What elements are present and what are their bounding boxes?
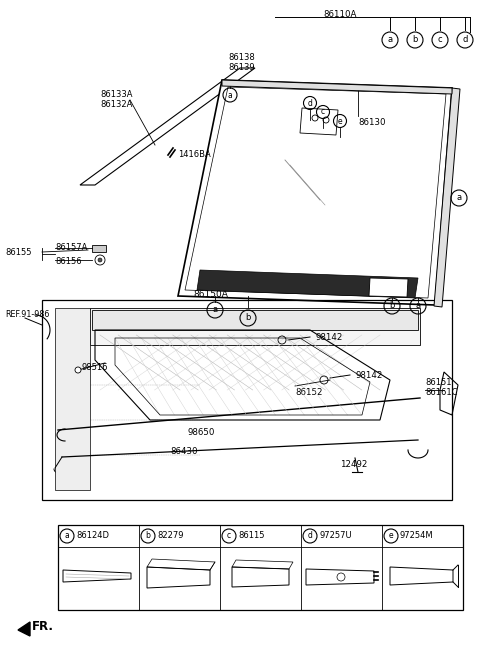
Text: c: c <box>321 108 325 117</box>
Text: 86161C: 86161C <box>425 388 457 397</box>
Text: 98142: 98142 <box>355 371 383 380</box>
Circle shape <box>75 367 81 373</box>
Text: b: b <box>389 301 395 310</box>
Text: 98650: 98650 <box>188 428 216 437</box>
Text: 86152: 86152 <box>295 388 323 397</box>
Text: REF.91-986: REF.91-986 <box>5 310 49 319</box>
Text: 86150A: 86150A <box>193 290 228 299</box>
Text: 86110A: 86110A <box>324 10 357 19</box>
Text: 97257U: 97257U <box>319 531 352 540</box>
Text: c: c <box>227 531 231 541</box>
Text: a: a <box>213 306 217 314</box>
Text: c: c <box>438 35 442 44</box>
Text: 98516: 98516 <box>82 363 108 372</box>
Text: 86132A: 86132A <box>100 100 132 109</box>
Text: b: b <box>412 35 418 44</box>
Text: 86115: 86115 <box>238 531 264 540</box>
Text: d: d <box>308 98 312 108</box>
Text: 98142: 98142 <box>315 333 342 342</box>
Text: e: e <box>389 531 393 541</box>
Text: 86138: 86138 <box>228 53 255 62</box>
Text: 86130: 86130 <box>358 118 385 127</box>
Polygon shape <box>92 310 418 330</box>
Text: 82279: 82279 <box>157 531 183 540</box>
Polygon shape <box>197 270 418 298</box>
Text: a: a <box>456 194 462 203</box>
Circle shape <box>95 255 105 265</box>
Text: a: a <box>65 531 70 541</box>
Text: FR.: FR. <box>32 621 54 634</box>
Polygon shape <box>434 88 460 307</box>
FancyBboxPatch shape <box>92 245 106 252</box>
Text: 86156: 86156 <box>55 257 82 266</box>
Text: 86151: 86151 <box>425 378 452 387</box>
Text: 86157A: 86157A <box>55 243 87 252</box>
Text: a: a <box>415 301 420 310</box>
Polygon shape <box>369 278 408 297</box>
Text: 1416BA: 1416BA <box>178 150 211 159</box>
Text: a: a <box>228 91 232 100</box>
Polygon shape <box>90 308 420 345</box>
Polygon shape <box>18 622 30 636</box>
Polygon shape <box>222 80 452 94</box>
Polygon shape <box>55 308 90 490</box>
Circle shape <box>98 258 102 262</box>
Text: 97254M: 97254M <box>400 531 433 540</box>
Text: a: a <box>387 35 393 44</box>
Polygon shape <box>178 80 452 305</box>
Text: 86430: 86430 <box>170 447 197 456</box>
Text: e: e <box>338 117 342 125</box>
Text: 86124D: 86124D <box>76 531 109 540</box>
Text: 86155: 86155 <box>5 248 32 257</box>
Text: b: b <box>145 531 150 541</box>
Text: d: d <box>308 531 312 541</box>
Text: 86139: 86139 <box>228 63 254 72</box>
Text: 86133A: 86133A <box>100 90 132 99</box>
Text: d: d <box>462 35 468 44</box>
Text: b: b <box>245 314 251 323</box>
Text: 12492: 12492 <box>340 460 367 469</box>
